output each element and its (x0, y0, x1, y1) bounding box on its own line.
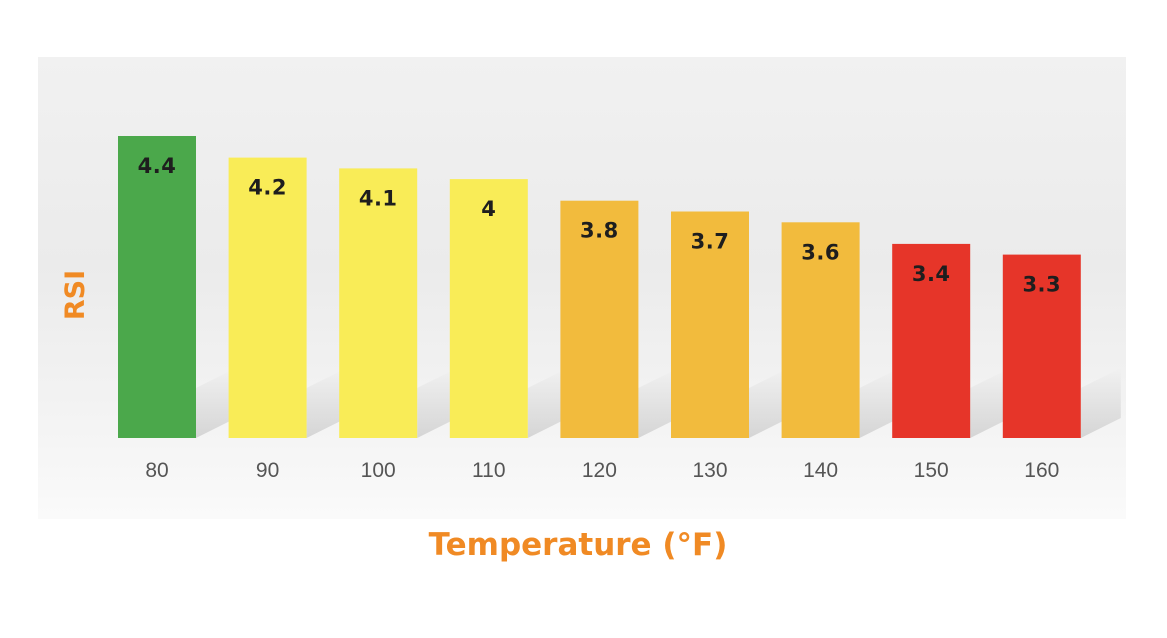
x-tick-130: 130 (692, 459, 727, 482)
bar-130 (671, 211, 749, 438)
value-label-110: 4 (481, 197, 496, 221)
bar-110 (449, 179, 528, 438)
bar-shadow (306, 368, 347, 438)
bar-160 (1002, 254, 1081, 438)
bar-shadow (749, 368, 789, 438)
bar-150 (892, 243, 971, 438)
bar-shadows (196, 368, 1121, 438)
value-label-150: 3.4 (912, 262, 951, 286)
x-tick-100: 100 (361, 459, 396, 482)
value-label-80: 4.4 (138, 154, 177, 178)
value-label-120: 3.8 (580, 219, 619, 243)
x-tick-160: 160 (1024, 459, 1059, 482)
x-tick-120: 120 (582, 459, 617, 482)
x-axis-ticks: 80 90 100 110 120 130 140 150 160 (145, 459, 1059, 482)
bar-shadow (970, 368, 1011, 438)
bars (118, 136, 1081, 438)
y-axis-title: RSI (60, 270, 91, 320)
bar-shadow (638, 368, 679, 438)
bar-shadow (859, 368, 900, 438)
bar-shadow (527, 368, 568, 438)
value-labels: 4.4 4.2 4.1 4 3.8 3.7 3.6 3.4 3.3 (138, 154, 1061, 297)
value-label-140: 3.6 (801, 240, 840, 264)
bar-80 (118, 136, 196, 438)
x-tick-150: 150 (914, 459, 949, 482)
bar-120 (560, 200, 639, 438)
bar-140 (781, 222, 860, 438)
bar-shadow (1080, 368, 1121, 438)
value-label-130: 3.7 (691, 230, 730, 254)
x-tick-110: 110 (472, 459, 505, 482)
bar-100 (339, 168, 418, 438)
value-label-90: 4.2 (248, 176, 287, 200)
x-tick-140: 140 (803, 459, 838, 482)
x-tick-90: 90 (256, 459, 279, 482)
bar-shadow (417, 368, 458, 438)
value-label-160: 3.3 (1022, 273, 1061, 297)
x-axis-title: Temperature (°F) (429, 527, 728, 563)
bar-shadow (196, 368, 236, 438)
bar-90 (228, 157, 307, 438)
value-label-100: 4.1 (359, 186, 398, 210)
x-tick-80: 80 (145, 459, 168, 482)
